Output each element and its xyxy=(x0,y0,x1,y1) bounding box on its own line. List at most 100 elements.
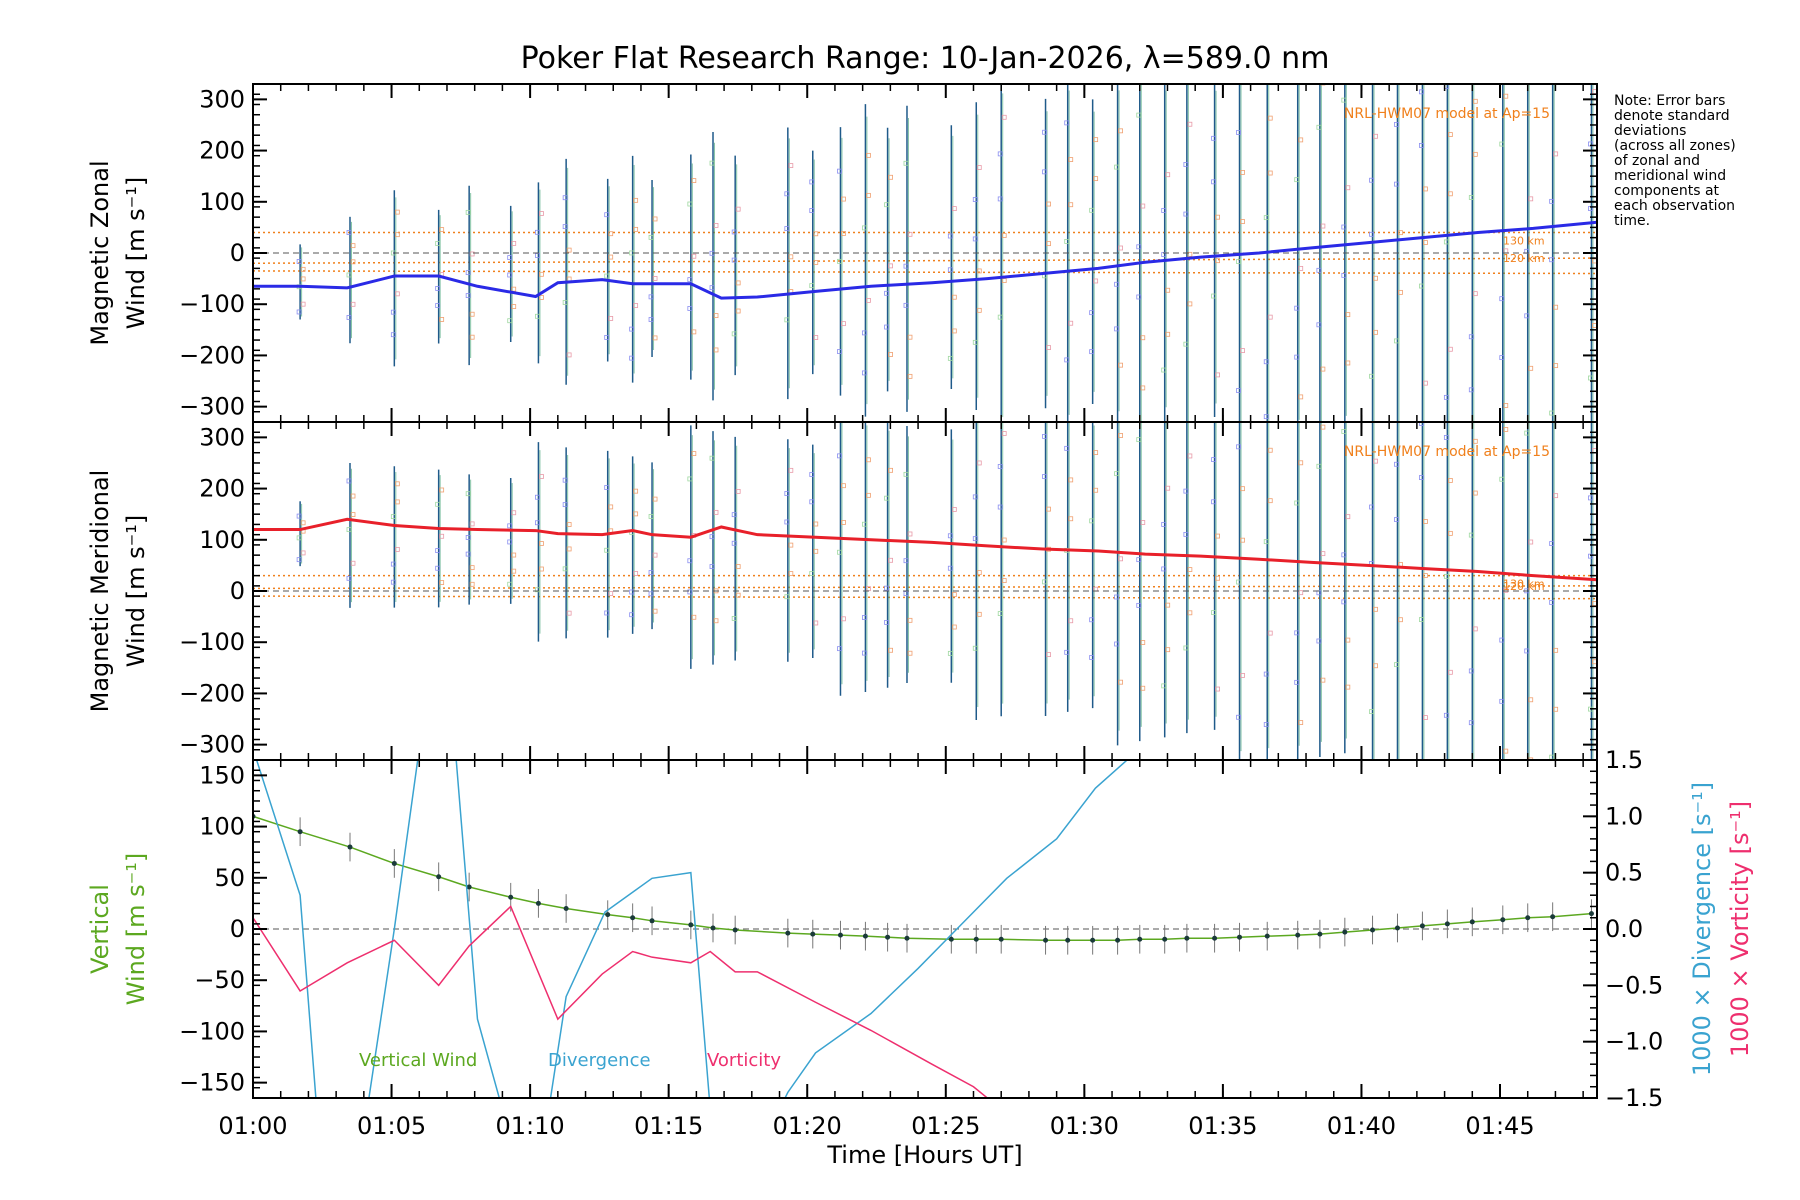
vertical-wind-point xyxy=(1090,937,1096,943)
vertical-wind-point xyxy=(1370,927,1376,933)
scatter-sample xyxy=(1468,532,1474,538)
scatter-sample xyxy=(1294,630,1300,636)
scatter-sample xyxy=(1136,602,1142,608)
scatter-sample xyxy=(469,521,475,527)
scatter-sample xyxy=(731,331,737,337)
scatter-sample xyxy=(1369,373,1374,379)
scatter-sample xyxy=(350,560,356,566)
scatter-sample xyxy=(648,591,654,597)
scatter-sample xyxy=(1064,649,1070,655)
scatter-sample xyxy=(439,580,445,585)
scatter-sample xyxy=(997,464,1003,469)
scatter-sample xyxy=(1320,366,1326,372)
note-line: Note: Error bars xyxy=(1614,93,1725,109)
scatter-sample xyxy=(862,330,867,336)
scatter-sample xyxy=(633,511,639,517)
scatter-sample xyxy=(394,546,400,552)
scatter-sample xyxy=(972,197,978,202)
scatter-sample xyxy=(439,227,445,233)
scatter-sample xyxy=(1263,722,1269,727)
scatter-sample xyxy=(350,301,356,307)
scatter-sample xyxy=(997,151,1003,157)
scatter-sample xyxy=(1064,238,1070,244)
y-tick-label: −100 xyxy=(179,628,245,656)
scatter-sample xyxy=(390,514,396,520)
scatter-sample xyxy=(1472,490,1478,496)
note-line: (across all zones) xyxy=(1614,138,1736,154)
scatter-sample xyxy=(1549,257,1555,263)
scatter-sample xyxy=(813,521,819,527)
divergence-line xyxy=(255,760,1129,1098)
scatter-sample xyxy=(735,206,741,212)
scatter-sample xyxy=(713,313,719,318)
scatter-sample xyxy=(1298,394,1304,400)
scatter-sample xyxy=(1423,186,1428,192)
scatter-sample xyxy=(1114,471,1119,477)
scatter-sample xyxy=(1263,215,1269,221)
scatter-sample xyxy=(1549,541,1555,546)
scatter-sample xyxy=(608,591,614,596)
scatter-sample xyxy=(1240,348,1245,353)
scatter-sample xyxy=(1423,573,1428,578)
scatter-sample xyxy=(1472,438,1478,444)
scatter-sample xyxy=(1443,573,1449,579)
scatter-sample xyxy=(633,197,639,203)
scatter-sample xyxy=(1267,447,1273,453)
scatter-sample xyxy=(1089,310,1095,316)
scatter-sample xyxy=(1093,278,1099,284)
scatter-sample xyxy=(713,509,719,515)
scatter-sample xyxy=(1373,133,1378,139)
scatter-sample xyxy=(1549,198,1555,204)
vertical-wind-point xyxy=(1137,936,1143,942)
scatter-sample xyxy=(1341,552,1347,558)
scatter-sample xyxy=(652,216,658,222)
scatter-sample xyxy=(1499,698,1505,704)
scatter-sample xyxy=(813,231,819,237)
scatter-sample xyxy=(1068,618,1074,624)
scatter-sample xyxy=(608,316,614,321)
scatter-sample xyxy=(1263,539,1269,545)
y-tick-label: −200 xyxy=(179,341,245,369)
scatter-sample xyxy=(390,309,396,315)
svg-text:Magnetic Meridional: Magnetic Meridional xyxy=(86,470,114,713)
vertical-wind-point xyxy=(1212,935,1218,941)
scatter-sample xyxy=(972,339,978,345)
scatter-sample xyxy=(1187,453,1193,459)
scatter-sample xyxy=(784,226,790,231)
x-tick-label: 01:40 xyxy=(1327,1112,1396,1140)
scatter-sample xyxy=(1114,594,1119,600)
scatter-sample xyxy=(888,647,893,653)
scatter-sample xyxy=(813,335,819,340)
scatter-sample xyxy=(1503,748,1509,754)
scatter-sample xyxy=(709,285,715,291)
y2-tick-label: −1.5 xyxy=(1605,1084,1663,1112)
scatter-sample xyxy=(562,195,568,201)
scatter-sample xyxy=(507,581,513,587)
scatter-sample xyxy=(709,564,715,569)
note-line: meridional wind xyxy=(1614,168,1726,184)
scatter-sample xyxy=(841,616,846,622)
scatter-sample xyxy=(394,499,400,505)
scatter-sample xyxy=(1443,239,1449,245)
vertical-ylabel: Vertical Wind [m s⁻¹] xyxy=(86,853,150,1005)
scatter-sample xyxy=(604,610,610,616)
scatter-sample xyxy=(1165,602,1171,608)
scatter-sample xyxy=(1369,504,1374,510)
scatter-sample xyxy=(629,326,635,332)
scatter-sample xyxy=(1528,697,1534,703)
scatter-sample xyxy=(1161,521,1167,527)
vertical-wind-point xyxy=(1317,931,1323,937)
vorticity-y3label: 1000 × Vorticity [s⁻¹] xyxy=(1726,801,1754,1057)
x-tick-label: 01:30 xyxy=(1050,1112,1119,1140)
altitude-label-120-zonal: 120 km xyxy=(1503,252,1545,265)
scatter-sample xyxy=(947,233,953,239)
scatter-sample xyxy=(1320,551,1326,557)
scatter-sample xyxy=(1068,516,1074,522)
scatter-sample xyxy=(907,531,913,537)
note-block: Note: Error bars denote standard deviati… xyxy=(1614,93,1736,229)
vertical-wind-point xyxy=(1237,934,1243,940)
x-tick-label: 01:25 xyxy=(911,1112,980,1140)
scatter-sample xyxy=(884,620,889,625)
scatter-sample xyxy=(1553,493,1559,499)
y2-tick-label: 1.0 xyxy=(1605,802,1643,830)
